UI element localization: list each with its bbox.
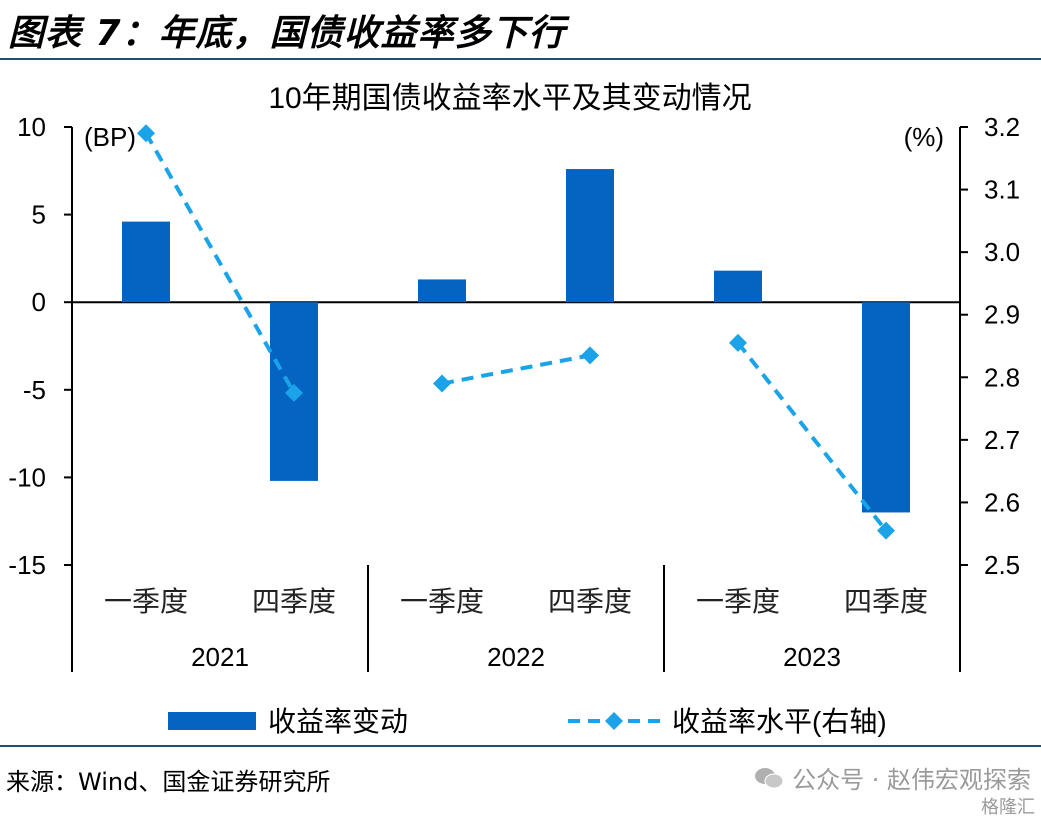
category-label: 一季度: [104, 586, 188, 617]
legend-label-bar: 收益率变动: [268, 706, 408, 737]
line-point: [433, 374, 451, 393]
left-tick-label: -10: [8, 462, 46, 492]
left-tick-label: -5: [23, 375, 46, 405]
left-tick-label: 10: [17, 112, 46, 142]
left-tick-label: 5: [32, 200, 46, 230]
line-segment: [144, 132, 296, 394]
figure-title: 图表 7：年底，国债收益率多下行: [8, 13, 566, 54]
right-axis-unit: (%): [904, 122, 944, 152]
left-tick-label: 0: [32, 287, 46, 317]
line-point: [581, 346, 599, 365]
bar: [122, 221, 170, 303]
category-label: 四季度: [844, 586, 928, 617]
bar: [714, 270, 762, 303]
source-rule: [0, 745, 1041, 747]
legend-label-line: 收益率水平(右轴): [672, 706, 887, 737]
axes: [64, 126, 968, 672]
bar: [566, 169, 614, 303]
watermark: 公众号 · 赵伟宏观探索: [754, 760, 1031, 795]
legend-swatch-marker: [605, 712, 623, 730]
watermark-logo: 格隆汇: [981, 797, 1035, 818]
group-label: 2022: [487, 642, 545, 672]
line-segment: [441, 353, 591, 386]
group-label: 2023: [783, 642, 841, 672]
line-point: [285, 383, 303, 402]
left-axis-unit: (BP): [84, 122, 136, 152]
line-point: [729, 333, 747, 352]
line-series: [137, 124, 895, 540]
labels: 10 5 0 -5 -10 -15 3.2 3.1 3.0 2.9 2.8 2.7 2.6 2.5 (BP)…: [8, 112, 1020, 672]
line-point: [137, 124, 155, 143]
right-tick-label: 3.0: [984, 237, 1020, 267]
left-tick-label: -15: [8, 550, 46, 580]
chart: 10年期国债收益率水平及其变动情况 10 5 0 -5 -10 -15 3.2 3.1 3.0 2…: [8, 82, 1020, 737]
group-label: 2021: [191, 642, 249, 672]
right-tick-label: 3.2: [984, 112, 1020, 142]
category-label: 一季度: [696, 586, 780, 617]
right-tick-label: 2.5: [984, 550, 1020, 580]
chart-title: 10年期国债收益率水平及其变动情况: [268, 82, 751, 115]
category-label: 一季度: [400, 586, 484, 617]
category-label: 四季度: [548, 586, 632, 617]
bar: [418, 279, 466, 303]
legend: 收益率变动 收益率水平(右轴): [168, 706, 887, 737]
right-tick-label: 2.8: [984, 362, 1020, 392]
right-tick-label: 2.6: [984, 487, 1020, 517]
right-tick-label: 2.9: [984, 300, 1020, 330]
bars: [122, 169, 910, 513]
bar: [862, 302, 910, 513]
line-point: [877, 521, 895, 540]
right-tick-label: 3.1: [984, 175, 1020, 205]
category-label: 四季度: [252, 586, 336, 617]
right-tick-label: 2.7: [984, 425, 1020, 455]
legend-swatch-bar: [168, 712, 256, 730]
title-rule: [0, 58, 1041, 60]
watermark-text: 公众号 · 赵伟宏观探索: [792, 766, 1031, 794]
wechat-icon: [755, 767, 784, 788]
source-note: 来源：Wind、国金证券研究所: [6, 768, 331, 796]
